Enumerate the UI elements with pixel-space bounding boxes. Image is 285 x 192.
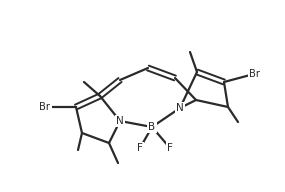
Text: Br: Br [40, 102, 50, 112]
Text: N: N [176, 103, 184, 113]
Text: Br: Br [249, 69, 260, 79]
Text: B: B [148, 122, 156, 132]
Text: F: F [167, 143, 173, 153]
Text: N: N [116, 116, 124, 126]
Text: F: F [137, 143, 143, 153]
